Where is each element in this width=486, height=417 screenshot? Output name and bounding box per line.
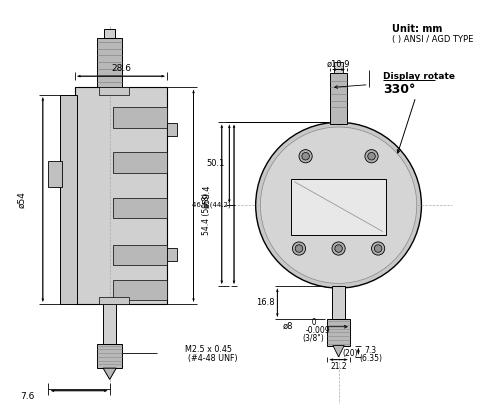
Text: Unit: mm: Unit: mm: [392, 24, 443, 34]
Circle shape: [293, 242, 306, 255]
Text: ø8: ø8: [283, 322, 294, 331]
Bar: [49, 161, 62, 187]
Text: (#4-48 UNF): (#4-48 UNF): [188, 354, 238, 363]
Bar: [330, 73, 347, 124]
Text: ø10.9: ø10.9: [327, 60, 350, 68]
Bar: [113, 107, 167, 128]
Bar: [104, 29, 115, 38]
Bar: [113, 198, 167, 219]
Text: M2.5 x 0.45: M2.5 x 0.45: [185, 345, 232, 354]
Bar: [60, 95, 77, 304]
Text: Display rotate: Display rotate: [383, 72, 455, 80]
Circle shape: [332, 242, 345, 255]
Circle shape: [302, 153, 310, 160]
Circle shape: [295, 245, 303, 252]
Text: 50.1: 50.1: [206, 159, 225, 168]
Text: ø59.4: ø59.4: [202, 184, 211, 208]
Text: -0.009: -0.009: [306, 326, 330, 335]
Bar: [99, 296, 129, 304]
Bar: [98, 344, 122, 368]
Text: 16.8: 16.8: [256, 298, 275, 307]
Text: 330°: 330°: [383, 83, 415, 96]
Circle shape: [365, 150, 378, 163]
Bar: [334, 62, 343, 73]
Circle shape: [299, 150, 312, 163]
Bar: [75, 88, 167, 304]
Text: (6.35): (6.35): [359, 354, 382, 363]
Bar: [99, 88, 129, 95]
Text: 7.3: 7.3: [364, 346, 377, 355]
Text: 21.2: 21.2: [330, 362, 347, 371]
Text: ( ) ANSI / AGD TYPE: ( ) ANSI / AGD TYPE: [392, 35, 474, 44]
Bar: [113, 280, 167, 300]
Circle shape: [368, 153, 375, 160]
Circle shape: [371, 242, 385, 255]
Text: (20): (20): [342, 349, 358, 357]
Text: 7.6: 7.6: [20, 392, 35, 401]
Text: 46.5 (44.2): 46.5 (44.2): [191, 201, 230, 208]
Bar: [327, 319, 350, 346]
Text: ø54: ø54: [17, 191, 27, 208]
Bar: [167, 123, 176, 136]
Text: 28.6: 28.6: [111, 64, 131, 73]
Circle shape: [256, 122, 421, 288]
Text: (3/8"): (3/8"): [303, 334, 325, 342]
Text: 54.4 (50.8): 54.4 (50.8): [202, 193, 211, 235]
Polygon shape: [103, 368, 116, 379]
Bar: [113, 153, 167, 173]
Polygon shape: [333, 346, 344, 357]
Bar: [113, 245, 167, 266]
Bar: [167, 248, 176, 261]
Bar: [332, 286, 345, 319]
Circle shape: [335, 245, 342, 252]
Circle shape: [260, 127, 417, 284]
Bar: [103, 304, 116, 344]
Text: 0: 0: [308, 319, 317, 327]
Bar: [292, 179, 386, 235]
Circle shape: [374, 245, 382, 252]
Bar: [98, 38, 122, 88]
